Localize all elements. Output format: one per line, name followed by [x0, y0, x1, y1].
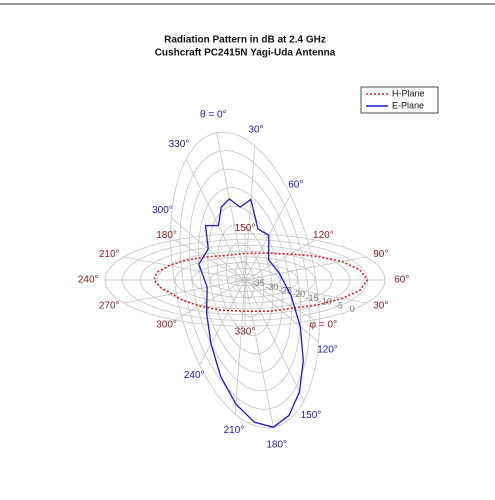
- angle-label: 180°: [156, 230, 177, 241]
- r-tick-label: -15: [306, 293, 319, 303]
- spoke: [234, 279, 246, 415]
- chart-title: Radiation Pattern in dB at 2.4 GHz: [164, 35, 326, 46]
- angle-label: 240°: [78, 275, 99, 286]
- spoke: [244, 279, 316, 321]
- angle-label: 180°: [266, 440, 287, 451]
- angle-label: 330°: [235, 326, 256, 337]
- spoke: [174, 239, 246, 281]
- series-line: [198, 198, 304, 429]
- r-tick-label: -35: [252, 278, 265, 288]
- angle-label: 210°: [99, 249, 120, 260]
- angle-label: θ = 0°: [200, 110, 227, 121]
- r-tick-label: -10: [319, 297, 332, 307]
- angle-label: 150°: [301, 410, 322, 421]
- spoke: [244, 279, 319, 343]
- angle-label: 300°: [156, 319, 177, 330]
- angle-label: 30°: [373, 301, 388, 312]
- r-tick-label: -25: [279, 286, 292, 296]
- spoke: [244, 145, 256, 281]
- r-tick-label: 0: [350, 304, 355, 314]
- r-tick-label: -20: [292, 289, 305, 299]
- spoke: [199, 279, 246, 366]
- legend-box: [360, 86, 439, 114]
- angle-label: 150°: [235, 223, 256, 234]
- spoke: [244, 194, 291, 281]
- spoke: [123, 256, 246, 281]
- angle-label: 120°: [317, 344, 338, 355]
- angle-label: 30°: [248, 124, 263, 135]
- angle-label: 210°: [224, 425, 245, 436]
- angle-label: 240°: [184, 370, 205, 381]
- legend: H-Plane E-Plane: [360, 86, 439, 114]
- r-tick-label: -30: [265, 282, 278, 292]
- spoke: [244, 279, 274, 428]
- plot: [153, 198, 369, 429]
- chart-subtitle: Cushcraft PC2415N Yagi-Uda Antenna: [155, 48, 336, 59]
- series-line: [153, 252, 369, 312]
- spoke: [244, 279, 367, 304]
- grid: -35 -30 -25 -20 -15 -10 -5 0 φ = 0° 30° 60° 90° 120°…: [78, 110, 410, 451]
- spoke: [185, 158, 246, 281]
- angle-label: 90°: [373, 249, 388, 260]
- spoke: [244, 279, 305, 402]
- angle-label: 60°: [394, 275, 409, 286]
- angle-label: 300°: [152, 205, 173, 216]
- angle-label: 60°: [288, 179, 303, 190]
- spoke: [123, 279, 246, 304]
- angle-label: 330°: [169, 139, 190, 150]
- legend-label: E-Plane: [392, 100, 424, 110]
- spoke: [174, 279, 246, 321]
- angle-label: 270°: [99, 301, 120, 312]
- spoke: [216, 132, 246, 281]
- spoke: [244, 239, 316, 281]
- r-tick-label: -5: [335, 300, 343, 310]
- spoke: [244, 256, 367, 281]
- angle-label: φ = 0°: [310, 319, 337, 330]
- angle-label: 120°: [313, 230, 334, 241]
- legend-label: H-Plane: [392, 88, 425, 98]
